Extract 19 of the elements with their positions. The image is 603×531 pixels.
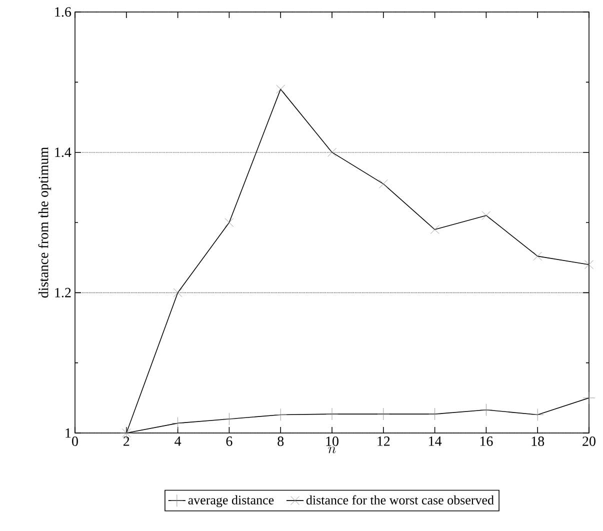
x-tick-label: 16	[480, 436, 493, 446]
x-tick-label: 8	[278, 436, 284, 446]
y-axis-title: distance from the optimum	[38, 147, 52, 298]
x-tick-label: 6	[226, 436, 232, 446]
y-tick-label: 1.6	[55, 7, 72, 17]
y-tick-label: 1	[66, 428, 71, 438]
y-tick-label: 1.2	[55, 288, 71, 298]
x-tick-label: 20	[582, 436, 596, 446]
y-tick-label: 1.4	[55, 148, 72, 158]
x-tick-label: 2	[124, 436, 130, 446]
x-tick-label: 4	[174, 436, 182, 446]
x-tick-label: 0	[72, 436, 78, 446]
x-axis-title: $n$	[328, 446, 336, 454]
legend-label: average distance	[188, 495, 274, 508]
legend-label: distance for the worst case observed	[306, 495, 494, 505]
x-tick-label: 18	[532, 436, 544, 446]
x-tick-label: 10	[326, 436, 338, 446]
x-tick-label: 14	[429, 436, 442, 446]
x-tick-label: 12	[378, 436, 390, 446]
